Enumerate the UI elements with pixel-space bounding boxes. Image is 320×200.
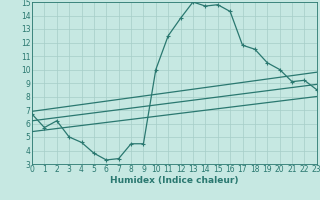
X-axis label: Humidex (Indice chaleur): Humidex (Indice chaleur) [110, 176, 239, 185]
